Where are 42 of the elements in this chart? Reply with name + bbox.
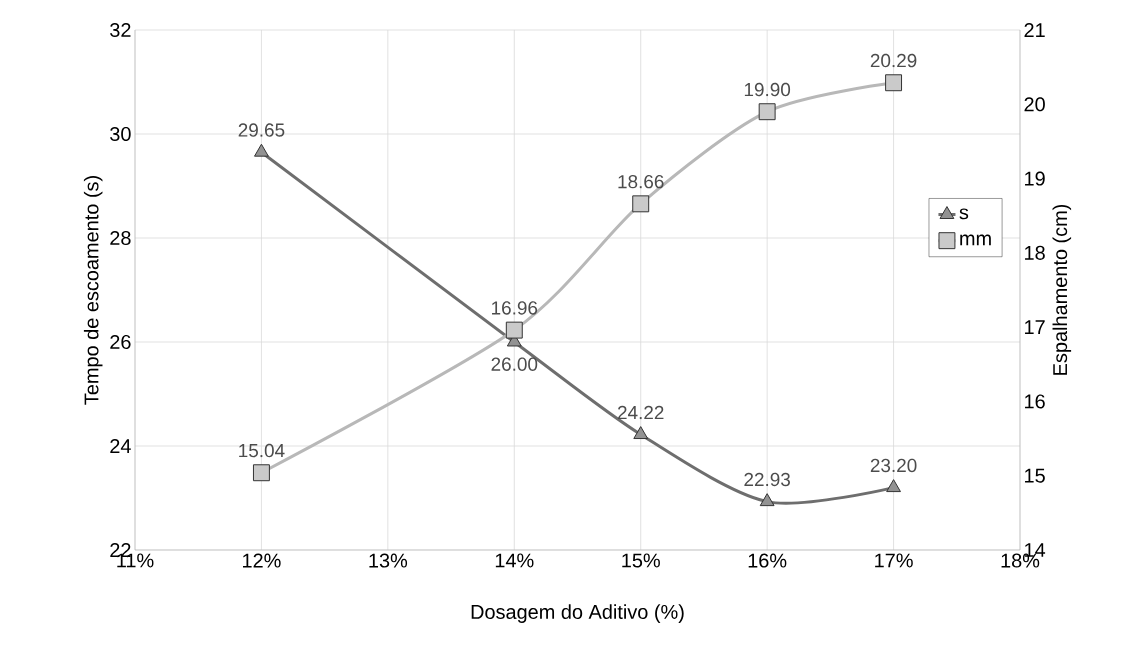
y2-tick-label: 15 [1025, 468, 1045, 483]
y-tick-label: 26 [110, 334, 131, 350]
point [252, 464, 270, 482]
y2-axis-title: Espalhamento (cm) [1052, 204, 1072, 375]
legend-label: mm [960, 234, 991, 246]
point [505, 321, 523, 339]
x-tick-label: 16% [748, 553, 787, 568]
y-tick-label: 32 [110, 22, 131, 38]
y-tick-label: 30 [110, 126, 131, 142]
legend-label: s [959, 208, 969, 220]
x-tick-label: 15% [622, 553, 660, 568]
y2-tick-label: 21 [1024, 23, 1045, 37]
y2-tick-label: 16 [1025, 394, 1045, 409]
y-axis-title: Tempo de escoamento (s) [83, 176, 103, 405]
y2-tick-label: 19 [1025, 171, 1045, 186]
point [759, 493, 775, 507]
x-tick-label: 17% [875, 553, 913, 568]
data-label: 24.22 [617, 405, 664, 420]
y2-tick-label: 17 [1025, 320, 1045, 334]
x-tick-label: 12% [243, 553, 281, 568]
point [633, 426, 649, 440]
data-label: 26.00 [491, 357, 538, 371]
point [885, 74, 903, 92]
y-tick-label: 28 [110, 230, 131, 246]
y2-tick-label: 18 [1025, 245, 1045, 260]
x-tick-label: 13% [369, 553, 408, 568]
data-label: 18.66 [618, 174, 664, 189]
x-axis-title: Dosagem do Aditivo (%) [471, 604, 684, 623]
point [632, 195, 650, 213]
data-label: 23.20 [870, 458, 917, 473]
data-label: 15.04 [239, 443, 285, 458]
data-label: 22.93 [744, 472, 790, 487]
data-label: 19.90 [744, 82, 791, 97]
data-label: 16.96 [492, 301, 538, 315]
y-tick-label: 24 [110, 439, 131, 453]
point [254, 143, 269, 157]
data-label: 20.29 [870, 53, 917, 68]
point [758, 103, 776, 121]
x-tick-label: 14% [495, 553, 534, 568]
y2-tick-label: 20 [1024, 97, 1045, 112]
data-label: 29.65 [238, 123, 285, 137]
point [886, 479, 901, 493]
